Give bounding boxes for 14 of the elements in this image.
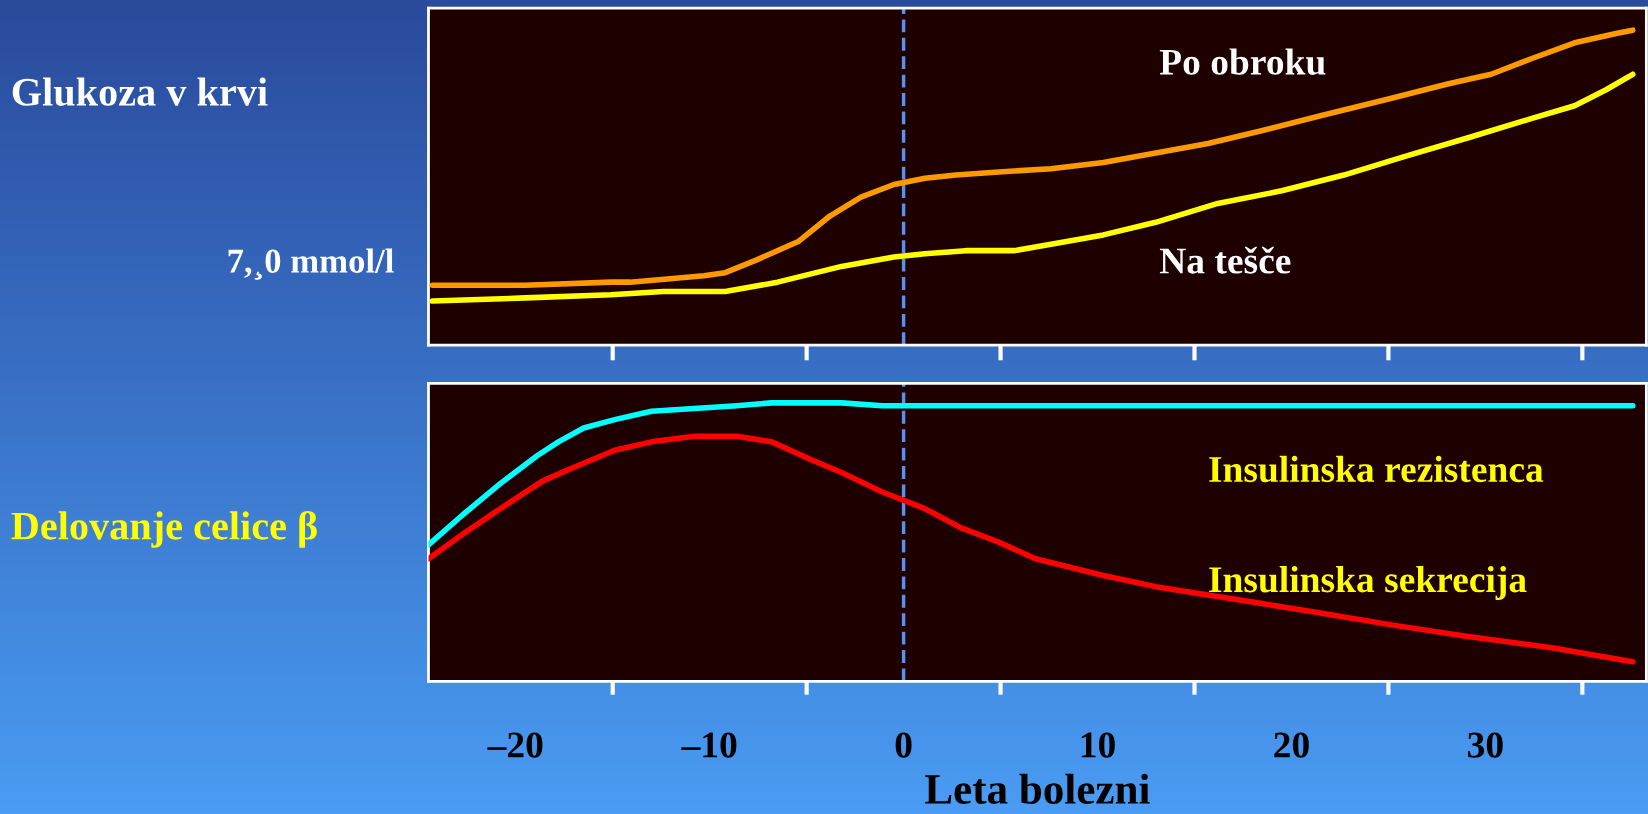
series-label: Na tešče <box>1159 246 1291 274</box>
x-tick-label: 0 <box>895 732 912 758</box>
y-axis-title: Glukoza v krvi <box>12 77 268 106</box>
series-label: Insulinska sekrecija <box>1209 566 1527 601</box>
x-tick-label: –10 <box>681 732 737 758</box>
text: 7,¸0 mmol/l <box>228 248 394 280</box>
x-tick-label: 10 <box>1081 732 1115 758</box>
y-axis-title: Delovanje celice β <box>11 510 317 548</box>
x-tick-label: –20 <box>487 732 543 758</box>
series-label: Insulinska rezistenca <box>1209 455 1544 483</box>
x-tick-label: 20 <box>1274 732 1309 758</box>
x-tick-label: 30 <box>1468 732 1503 758</box>
x-axis-title: Leta bolezni <box>925 773 1150 804</box>
series-label: Po obroku <box>1159 48 1326 75</box>
